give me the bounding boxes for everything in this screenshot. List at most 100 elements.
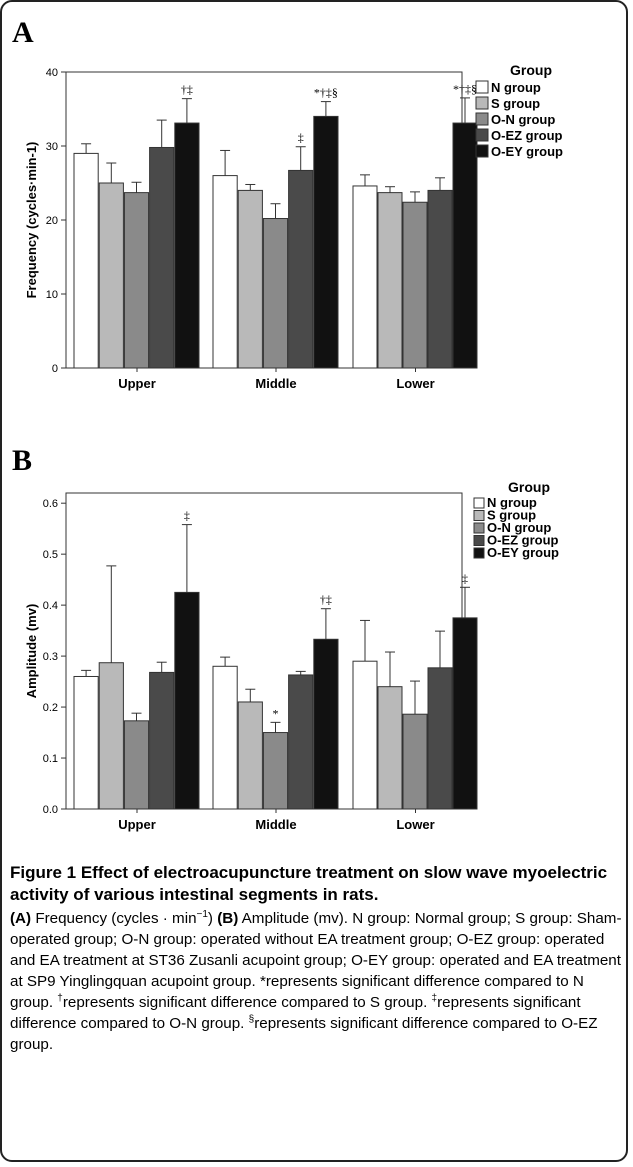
caption-part-a-close: ) bbox=[207, 910, 218, 927]
bar bbox=[452, 617, 478, 810]
significance-mark: * bbox=[273, 706, 279, 720]
figure-charts: A 0 10 20 30 40 Frequency (cycles·min-1) †‡ Uppe… bbox=[12, 16, 563, 832]
legend-title: Group bbox=[508, 479, 550, 495]
bar bbox=[98, 662, 124, 810]
y-tick-label: 0.5 bbox=[43, 549, 58, 561]
bar bbox=[149, 146, 175, 369]
bar bbox=[452, 122, 478, 369]
y-tick-label: 20 bbox=[46, 215, 58, 227]
bar bbox=[352, 185, 378, 369]
x-tick-label: Upper bbox=[118, 817, 156, 832]
caption-body: (A) Frequency (cycles · min−1) (B) Ampli… bbox=[10, 908, 622, 1055]
bar bbox=[123, 192, 150, 369]
y-tick-label: 40 bbox=[46, 67, 58, 79]
caption-title: Figure 1 Effect of electroacupuncture tr… bbox=[10, 863, 608, 904]
significance-mark: *†‡§ bbox=[314, 86, 338, 100]
legend-entry: O-EY group bbox=[487, 545, 559, 560]
legend-swatch bbox=[475, 96, 489, 110]
bar bbox=[402, 201, 428, 369]
y-axis-label: Amplitude (mv) bbox=[24, 604, 39, 699]
y-tick-label: 0.3 bbox=[43, 651, 58, 663]
caption-part-b-text: Amplitude (mv). N group: Normal group; S… bbox=[10, 910, 622, 1011]
y-tick-label: 30 bbox=[46, 141, 58, 153]
bar bbox=[262, 732, 289, 810]
bar bbox=[427, 667, 453, 810]
legend-swatch bbox=[475, 128, 489, 142]
y-tick-label: 0.2 bbox=[43, 702, 58, 714]
bar bbox=[174, 122, 200, 369]
bar bbox=[73, 152, 99, 369]
caption-part-a-label: (A) bbox=[10, 910, 32, 927]
y-tick-label: 10 bbox=[46, 289, 58, 301]
bar bbox=[313, 638, 339, 810]
legend-entry: O-N group bbox=[491, 112, 555, 127]
x-tick-label: Middle bbox=[255, 817, 296, 832]
bar bbox=[377, 686, 403, 810]
bar bbox=[427, 189, 453, 369]
bar bbox=[313, 115, 339, 369]
caption-section-text: represents significant difference compar… bbox=[10, 1015, 598, 1053]
bar bbox=[402, 713, 428, 810]
y-tick-label: 0.0 bbox=[43, 804, 58, 816]
significance-mark: †‡ bbox=[320, 593, 332, 607]
legend-swatch bbox=[475, 112, 489, 126]
y-tick-label: 0.1 bbox=[43, 753, 58, 765]
caption-ddagger-sup: ‡ bbox=[431, 992, 438, 1004]
bar bbox=[212, 175, 238, 369]
bar bbox=[174, 591, 200, 810]
figure-caption: Figure 1 Effect of electroacupuncture tr… bbox=[10, 862, 622, 1055]
bar bbox=[237, 189, 263, 369]
significance-mark: ‡ bbox=[462, 571, 468, 585]
x-tick-label: Lower bbox=[396, 817, 434, 832]
x-tick-label: Upper bbox=[118, 376, 156, 391]
caption-part-a-sup: −1 bbox=[196, 908, 208, 920]
chart-a: A 0 10 20 30 40 Frequency (cycles·min-1) †‡ Uppe… bbox=[12, 16, 563, 391]
bar bbox=[288, 674, 314, 810]
caption-dagger-text: represents significant difference compar… bbox=[62, 994, 432, 1011]
y-axis-label: Frequency (cycles·min-1) bbox=[24, 142, 39, 299]
bar bbox=[237, 701, 263, 810]
legend-entry: O-EY group bbox=[491, 144, 563, 159]
bar bbox=[123, 720, 150, 810]
legend-entry: O-N group bbox=[487, 520, 551, 535]
bar bbox=[73, 675, 99, 810]
significance-mark: *†‡§ bbox=[453, 82, 477, 96]
legend-entry: N group bbox=[491, 80, 541, 95]
legend-swatch bbox=[473, 510, 485, 521]
x-tick-label: Middle bbox=[255, 376, 296, 391]
legend-swatch bbox=[473, 547, 485, 559]
legend-entry: S group bbox=[487, 508, 536, 523]
legend-entry: O-EZ group bbox=[491, 128, 563, 143]
caption-part-a-text: Frequency (cycles · min bbox=[31, 910, 197, 927]
y-tick-label: 0.4 bbox=[43, 600, 58, 612]
panel-letter-a: A bbox=[12, 16, 34, 49]
caption-dagger-sup: † bbox=[57, 992, 63, 1004]
legend-entry: O-EZ group bbox=[487, 533, 559, 548]
bar bbox=[98, 182, 124, 369]
bar bbox=[377, 192, 403, 369]
legend-swatch bbox=[475, 80, 489, 94]
legend-title: Group bbox=[510, 62, 552, 78]
y-tick-label: 0.6 bbox=[43, 498, 58, 510]
bar bbox=[212, 665, 238, 810]
legend-entry: N group bbox=[487, 495, 537, 510]
caption-ddagger-text: represents significant difference compar… bbox=[10, 994, 581, 1032]
legend-swatch bbox=[473, 497, 485, 509]
panel-letter-b: B bbox=[12, 444, 32, 477]
legend-swatch bbox=[473, 535, 485, 546]
caption-section-sup: § bbox=[248, 1013, 255, 1025]
bar bbox=[149, 671, 175, 810]
caption-part-b-label: (B) bbox=[217, 910, 239, 927]
significance-mark: †‡ bbox=[181, 83, 193, 97]
bar bbox=[288, 169, 314, 369]
legend-swatch bbox=[473, 522, 485, 534]
significance-mark: ‡ bbox=[298, 131, 304, 145]
bar bbox=[352, 660, 378, 810]
legend-swatch bbox=[475, 144, 489, 158]
x-tick-label: Lower bbox=[396, 376, 434, 391]
y-tick-label: 0 bbox=[52, 363, 58, 375]
chart-b: B 0.0 0.1 0.2 0.3 0.4 0.5 0.6 Amplitude (mv) ‡ Upp… bbox=[12, 444, 559, 832]
legend-entry: S group bbox=[491, 96, 540, 111]
significance-mark: ‡ bbox=[184, 509, 190, 523]
